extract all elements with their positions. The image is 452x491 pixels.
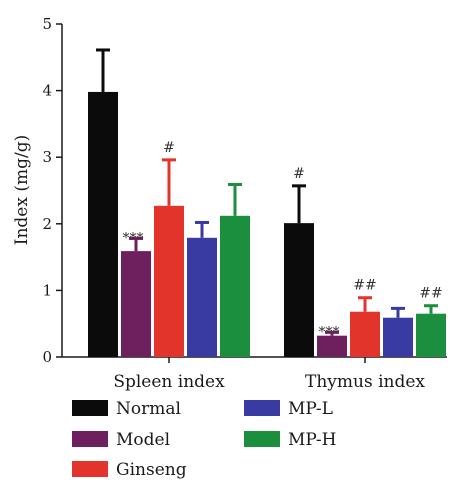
bar bbox=[284, 223, 314, 357]
bar bbox=[187, 237, 217, 357]
y-tick-label: 4 bbox=[42, 82, 52, 100]
legend-label: MP-L bbox=[288, 399, 333, 419]
y-tick-label: 2 bbox=[42, 215, 52, 233]
y-tick-label: 5 bbox=[42, 15, 52, 33]
legend-swatch bbox=[244, 431, 280, 447]
bars-layer bbox=[88, 91, 446, 357]
legend-swatch bbox=[244, 400, 280, 416]
legend-swatch bbox=[72, 431, 108, 447]
y-tick-label: 1 bbox=[42, 281, 52, 299]
bar bbox=[121, 251, 151, 357]
category-label: Thymus index bbox=[305, 372, 425, 392]
bar bbox=[317, 335, 347, 357]
legend: Normal Model Ginseng MP-L MP-H bbox=[72, 399, 337, 480]
significance-annotation: ## bbox=[353, 278, 376, 294]
bar bbox=[154, 205, 184, 357]
y-tick-label: 3 bbox=[42, 148, 52, 166]
significance-annotation: ## bbox=[419, 286, 442, 302]
error-bars-layer bbox=[96, 48, 438, 336]
significance-annotation: # bbox=[163, 140, 175, 156]
significance-annotation: *** bbox=[123, 230, 144, 246]
bar bbox=[383, 317, 413, 357]
bar bbox=[350, 311, 380, 357]
legend-swatch bbox=[72, 400, 108, 416]
bar bbox=[416, 313, 446, 357]
annotations-layer: ***##***## ## bbox=[123, 140, 443, 340]
category-label: Spleen index bbox=[113, 372, 225, 392]
legend-swatch bbox=[72, 461, 108, 477]
y-tick-label: 0 bbox=[42, 348, 52, 366]
significance-annotation: # bbox=[293, 166, 305, 182]
legend-label: Ginseng bbox=[116, 460, 187, 480]
y-axis-label: Index (mg/g) bbox=[12, 135, 32, 245]
legend-label: MP-H bbox=[288, 430, 337, 450]
bar bbox=[88, 91, 118, 357]
significance-annotation: *** bbox=[319, 324, 340, 340]
legend-label: Normal bbox=[116, 399, 181, 419]
bar bbox=[220, 215, 250, 357]
legend-label: Model bbox=[116, 430, 170, 450]
